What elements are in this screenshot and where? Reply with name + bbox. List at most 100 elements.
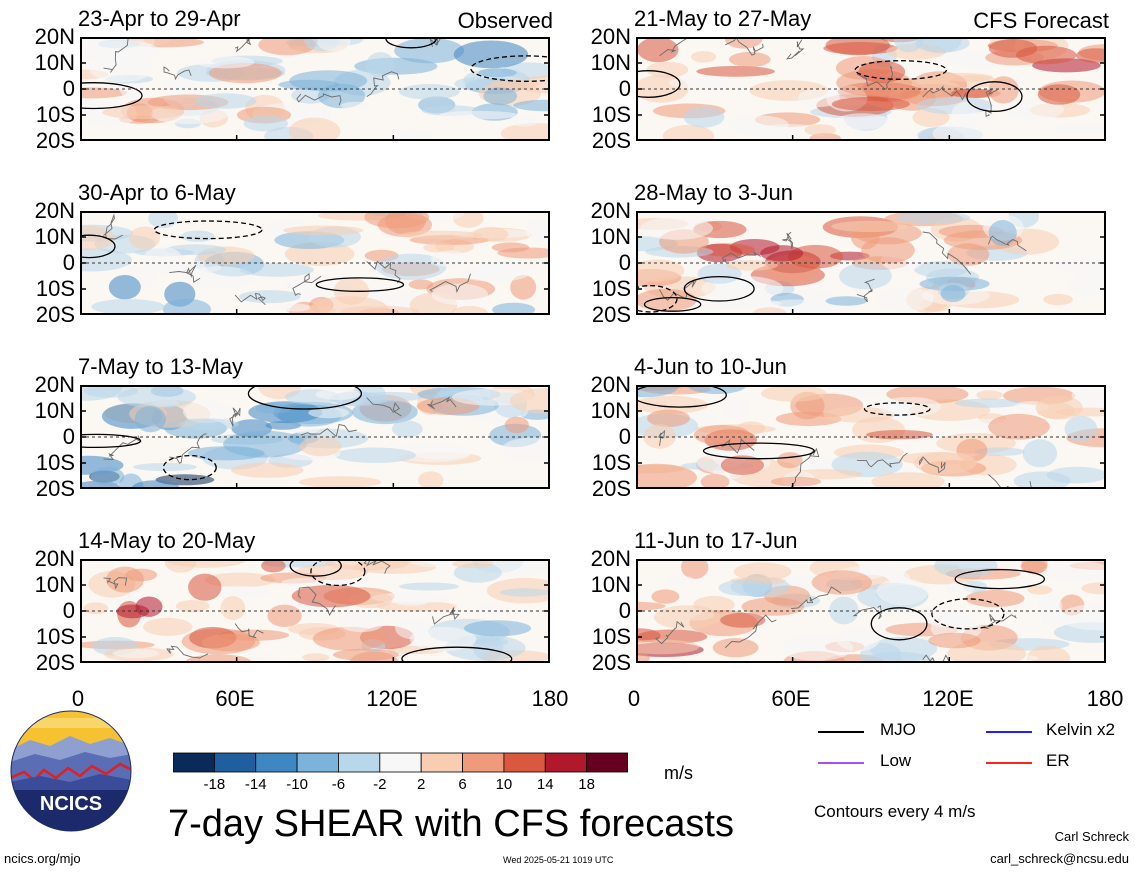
shear-shading [223,430,307,458]
mjo-contour [863,402,931,416]
coastline [654,620,685,645]
shear-shading [636,385,679,398]
shear-shading [504,416,529,434]
shear-shading [299,436,342,457]
shear-shading [204,572,276,588]
shear-shading [834,113,890,130]
colorbar-swatch [379,752,422,773]
lat-tick-label: 10N [34,572,75,597]
coastline [721,251,761,263]
mjo-contour [870,607,928,641]
lat-tick-label: 0 [62,76,75,101]
mjo-contour [247,385,363,410]
shear-shading [239,263,314,277]
shear-shading [1022,439,1058,468]
lat-tick-label: 10S [591,102,631,127]
shear-shading [205,585,272,598]
shear-shading [687,385,747,394]
shear-shading [914,37,970,53]
shear-shading [662,124,715,141]
shear-shading [866,430,933,440]
coastline [791,586,842,610]
mjo-contour [636,70,681,98]
lat-tick-label: 10N [590,224,631,249]
lat-tick-label: 10S [35,450,75,475]
shear-shading [525,217,550,242]
shear-shading [761,385,827,402]
legend-kelvin-line [986,731,1032,733]
panel-label-forecast: CFS Forecast [973,8,1109,33]
shear-shading [255,403,292,414]
shear-shading [646,61,689,78]
colorbar-tick-label: -10 [286,776,308,793]
shear-shading [951,102,980,126]
mjo-contour [683,275,755,302]
shear-shading [80,248,132,272]
coastline [234,623,264,639]
shear-shading [509,388,550,414]
coastline [234,37,253,53]
lat-tick-label: 10N [34,398,75,423]
shear-shading [258,37,316,56]
shear-shading [142,37,172,46]
shear-shading [510,275,537,300]
colorbar-tick-label: -2 [373,776,387,793]
shear-shading [1041,615,1067,628]
mjo-contour [401,646,513,663]
footer-url: ncics.org/mjo [4,851,81,866]
legend-mjo-label: MJO [880,720,916,739]
panel-frame [636,37,1106,141]
shear-shading [1075,48,1106,63]
shear-shading [1027,585,1053,595]
mjo-contour [153,220,263,240]
coastline [103,435,142,461]
shear-shading [375,253,447,280]
lon-tick-0-left: 0 [71,686,85,711]
shear-shading [476,637,509,646]
shear-shading [165,559,247,568]
lat-tick-label: 20S [35,476,75,501]
mjo-contour [854,60,948,80]
coastline [166,645,209,659]
shear-shading [278,79,340,90]
shear-shading [288,117,341,141]
shear-shading [871,472,945,489]
colorbar-swatch [213,752,257,773]
coastline [103,37,129,73]
colorbar-tick-label: 14 [536,776,554,793]
shear-shading [239,290,301,304]
shear-shading [729,299,782,308]
lat-tick-label: 20N [590,372,631,397]
shear-shading [220,596,246,621]
colorbar-tick-label: 2 [417,776,426,793]
shear-shading [877,286,934,312]
coastline [922,85,967,101]
shear-shading [733,562,792,581]
shear-shading [770,476,822,487]
colorbar-tick-label: 10 [495,776,513,793]
coastline [103,213,124,240]
shear-shading [636,652,650,663]
coastline [432,607,460,625]
lat-tick-label: 20N [34,546,75,571]
shear-shading [836,628,880,652]
shear-shading [651,589,680,604]
shear-shading [636,288,697,312]
shear-shading [143,617,193,636]
colorbar-tick-label: 6 [458,776,467,793]
coastline [366,397,402,417]
shear-shading [399,582,459,591]
shear-shading [283,225,364,236]
shear-shading [142,246,184,275]
contour-note: Contours every 4 m/s [814,802,976,821]
shear-shading [923,607,968,628]
lat-tick-label: 0 [62,250,75,275]
shear-shading [696,66,775,77]
lat-tick-label: 10S [591,624,631,649]
panel-frame [80,385,550,489]
shear-shading [308,407,350,419]
map-panel [636,385,1106,489]
shear-shading [988,220,1017,246]
colorbar-swatch [420,752,463,773]
mjo-contour [80,234,116,259]
